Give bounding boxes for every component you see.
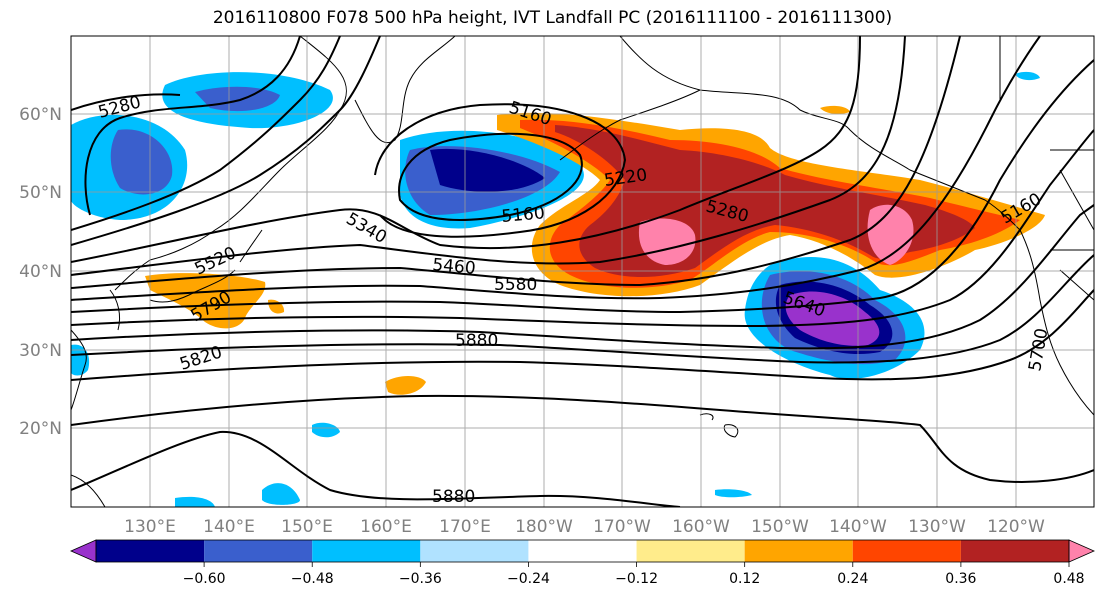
ivt-negative-region	[262, 483, 300, 505]
ivt-positive-region	[385, 376, 426, 395]
colorbar-segment	[636, 540, 745, 562]
colorbar-segment	[96, 540, 205, 562]
colorbar-tick-label: 0.36	[945, 571, 976, 587]
contour-line	[398, 132, 583, 221]
contour-label: 5160	[501, 203, 546, 227]
colorbar-segment	[528, 540, 637, 562]
contour-line	[71, 289, 1094, 381]
lon-label: 140°E	[203, 517, 255, 537]
height-contours	[71, 36, 1094, 507]
colorbar-outline	[95, 539, 1070, 563]
ivt-negative-region	[1015, 71, 1040, 81]
korea-coastline	[109, 289, 121, 331]
us-borders	[999, 36, 1094, 301]
contour-line	[71, 254, 1094, 364]
contour-label: 5880	[432, 487, 475, 507]
contour-label: 5580	[494, 275, 537, 295]
north-america-west-coastline	[1019, 229, 1094, 416]
colorbar-tick-label: −0.36	[399, 571, 442, 587]
colorbar-segment	[70, 539, 97, 563]
contour-line	[374, 103, 627, 238]
ivt-positive-region	[145, 273, 266, 329]
contour-label: 5880	[455, 331, 498, 351]
lon-label: 150°E	[281, 517, 333, 537]
lon-label: 160°W	[672, 517, 730, 537]
hawaii-islands	[699, 413, 739, 438]
contour-line	[71, 129, 1094, 328]
colorbar-tick-label: 0.48	[1053, 571, 1084, 587]
colorbar-segment	[1068, 539, 1095, 563]
contour-line	[71, 204, 1094, 350]
colorbar: −0.60 −0.48 −0.36 −0.24 −0.12 0.12 0.24 0.36 0.4…	[70, 539, 1095, 587]
colorbar-tick-label: −0.24	[507, 571, 550, 587]
lat-label: 60°N	[19, 105, 62, 125]
contour-line	[71, 36, 1041, 301]
colorbar-tick-label: −0.48	[291, 571, 334, 587]
ivt-positive-region	[820, 105, 850, 115]
colorbar-segment	[852, 540, 961, 562]
contour-line	[71, 394, 1094, 483]
ivt-positive-strong	[638, 218, 696, 265]
ivt-negative-core	[110, 129, 173, 195]
ivt-negative-region	[175, 496, 215, 507]
colorbar-tick-label: −0.60	[183, 571, 226, 587]
philippines-coastline	[71, 474, 106, 507]
ivt-shading	[71, 71, 1045, 507]
colorbar-segment	[312, 540, 421, 562]
lat-label: 50°N	[19, 183, 62, 203]
lon-label: 140°W	[829, 517, 887, 537]
contour-line	[71, 36, 961, 289]
lon-label: 160°E	[360, 517, 412, 537]
lon-label: 130°W	[908, 517, 966, 537]
contour-line	[71, 430, 681, 507]
contour-line	[71, 36, 341, 231]
colorbar-segment	[744, 540, 853, 562]
latitude-labels: 60°N 50°N 40°N 30°N 20°N	[19, 105, 62, 439]
lon-label: 130°E	[124, 517, 176, 537]
contour-line	[71, 93, 181, 111]
colorbar-segment	[204, 540, 313, 562]
lon-label: 180°W	[515, 517, 573, 537]
lon-label: 150°W	[751, 517, 809, 537]
colorbar-tick-label: −0.12	[615, 571, 658, 587]
ivt-negative-region	[312, 422, 340, 438]
alaska-coastline	[619, 36, 1021, 231]
colorbar-tick-label: 0.24	[837, 571, 868, 587]
ivt-negative-region	[715, 489, 752, 498]
longitude-labels: 130°E 140°E 150°E 160°E 170°E 180°W 170°…	[124, 517, 1045, 537]
map-title: 2016110800 F078 500 hPa height, IVT Land…	[212, 8, 893, 28]
colorbar-segment	[420, 540, 529, 562]
contour-line	[71, 36, 381, 246]
contour-line	[71, 59, 1094, 314]
ivt-positive-strong	[867, 204, 914, 265]
lon-label: 170°E	[439, 517, 491, 537]
colorbar-tick-label: 0.12	[729, 571, 760, 587]
alaska-peninsula-coastline	[559, 89, 701, 161]
lon-label: 120°W	[987, 517, 1045, 537]
ivt-negative-core	[430, 148, 545, 192]
lat-label: 20°N	[19, 419, 62, 439]
lon-label: 170°W	[593, 517, 651, 537]
contour-line	[71, 36, 861, 263]
contour-line	[71, 36, 906, 276]
contour-line	[84, 36, 301, 216]
kamchatka-coastline	[354, 36, 456, 143]
colorbar-segment	[960, 540, 1069, 562]
map-border	[70, 35, 1095, 508]
lat-label: 30°N	[19, 341, 62, 361]
lat-label: 40°N	[19, 262, 62, 282]
contour-label: 5460	[432, 255, 477, 279]
